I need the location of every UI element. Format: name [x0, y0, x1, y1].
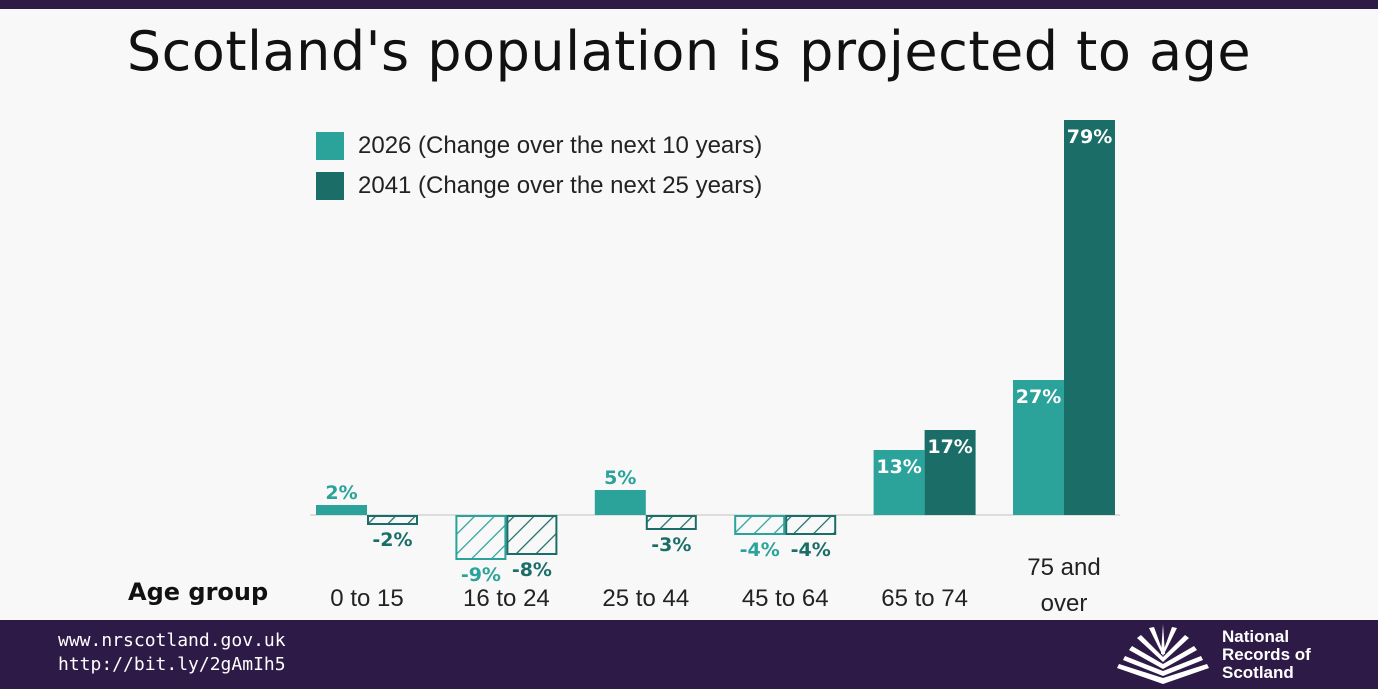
data-label-s0-2: 5%: [604, 467, 636, 489]
data-label-s1-5: 79%: [1067, 126, 1112, 148]
legend: 2026 (Change over the next 10 years) 204…: [316, 126, 762, 206]
top-bar: [0, 0, 1378, 9]
bar-s0-5: [1013, 380, 1064, 515]
data-label-s0-1: -9%: [461, 564, 501, 586]
open-book-logo-icon: [1117, 624, 1209, 684]
logo-text-line3: Scotland: [1222, 663, 1294, 682]
bar-s0-0: [316, 505, 367, 515]
chart-title: Scotland's population is projected to ag…: [126, 20, 1252, 83]
data-label-s0-3: -4%: [740, 539, 780, 561]
bar-s0-1: [455, 515, 507, 560]
data-label-s1-2: -3%: [651, 534, 691, 556]
category-label-5-line1: over: [1041, 590, 1088, 617]
data-label-s1-0: -2%: [372, 529, 412, 551]
bar-s1-2: [645, 515, 697, 530]
category-label-1: 16 to 24: [463, 585, 550, 612]
legend-item-2026: 2026 (Change over the next 10 years): [316, 126, 762, 166]
legend-swatch-2026: [316, 132, 344, 160]
footer: www.nrscotland.gov.uk http://bit.ly/2gAm…: [0, 620, 1378, 689]
category-label-5-line0: 75 and: [1027, 554, 1100, 581]
bar-s1-5: [1064, 120, 1115, 515]
category-label-3: 45 to 64: [742, 585, 829, 612]
short-link[interactable]: http://bit.ly/2gAmIh5: [58, 654, 286, 675]
category-label-4: 65 to 74: [881, 585, 968, 612]
logo-text: National Records of Scotland: [1222, 628, 1311, 682]
bar-chart: 2% -2% 0 to 15 -9% -8% 16 to 24 5% -3% 25 to 44 -…: [310, 120, 1120, 617]
data-label-s0-5: 27%: [1016, 386, 1061, 408]
website-link[interactable]: www.nrscotland.gov.uk: [58, 630, 286, 651]
bar-s0-2: [594, 490, 646, 515]
data-label-s0-4: 13%: [876, 456, 921, 478]
logo-text-line1: National: [1222, 627, 1290, 646]
logo-text-line2: Records of: [1222, 645, 1311, 664]
data-label-s0-0: 2%: [325, 482, 357, 504]
x-axis-title: Age group: [128, 578, 269, 606]
bars-group: 2% -2% 0 to 15 -9% -8% 16 to 24 5% -3% 25 to 44 -…: [316, 120, 1115, 617]
footer-links: www.nrscotland.gov.uk http://bit.ly/2gAm…: [58, 629, 286, 677]
legend-label-2041: 2041 (Change over the next 25 years): [358, 172, 763, 199]
bar-s0-3: [734, 515, 786, 535]
bar-s0-4: [873, 450, 925, 515]
category-label-0: 0 to 15: [330, 585, 403, 612]
data-label-s1-1: -8%: [512, 559, 552, 581]
data-label-s1-3: -4%: [791, 539, 831, 561]
bar-s1-4: [924, 430, 976, 515]
data-label-s1-4: 17%: [927, 436, 972, 458]
legend-item-2041: 2041 (Change over the next 25 years): [316, 166, 762, 206]
bar-s1-1: [506, 515, 558, 555]
bar-s1-0: [367, 515, 418, 525]
category-label-2: 25 to 44: [602, 585, 689, 612]
legend-swatch-2041: [316, 172, 344, 200]
bar-s1-3: [785, 515, 837, 535]
legend-label-2026: 2026 (Change over the next 10 years): [358, 132, 763, 159]
